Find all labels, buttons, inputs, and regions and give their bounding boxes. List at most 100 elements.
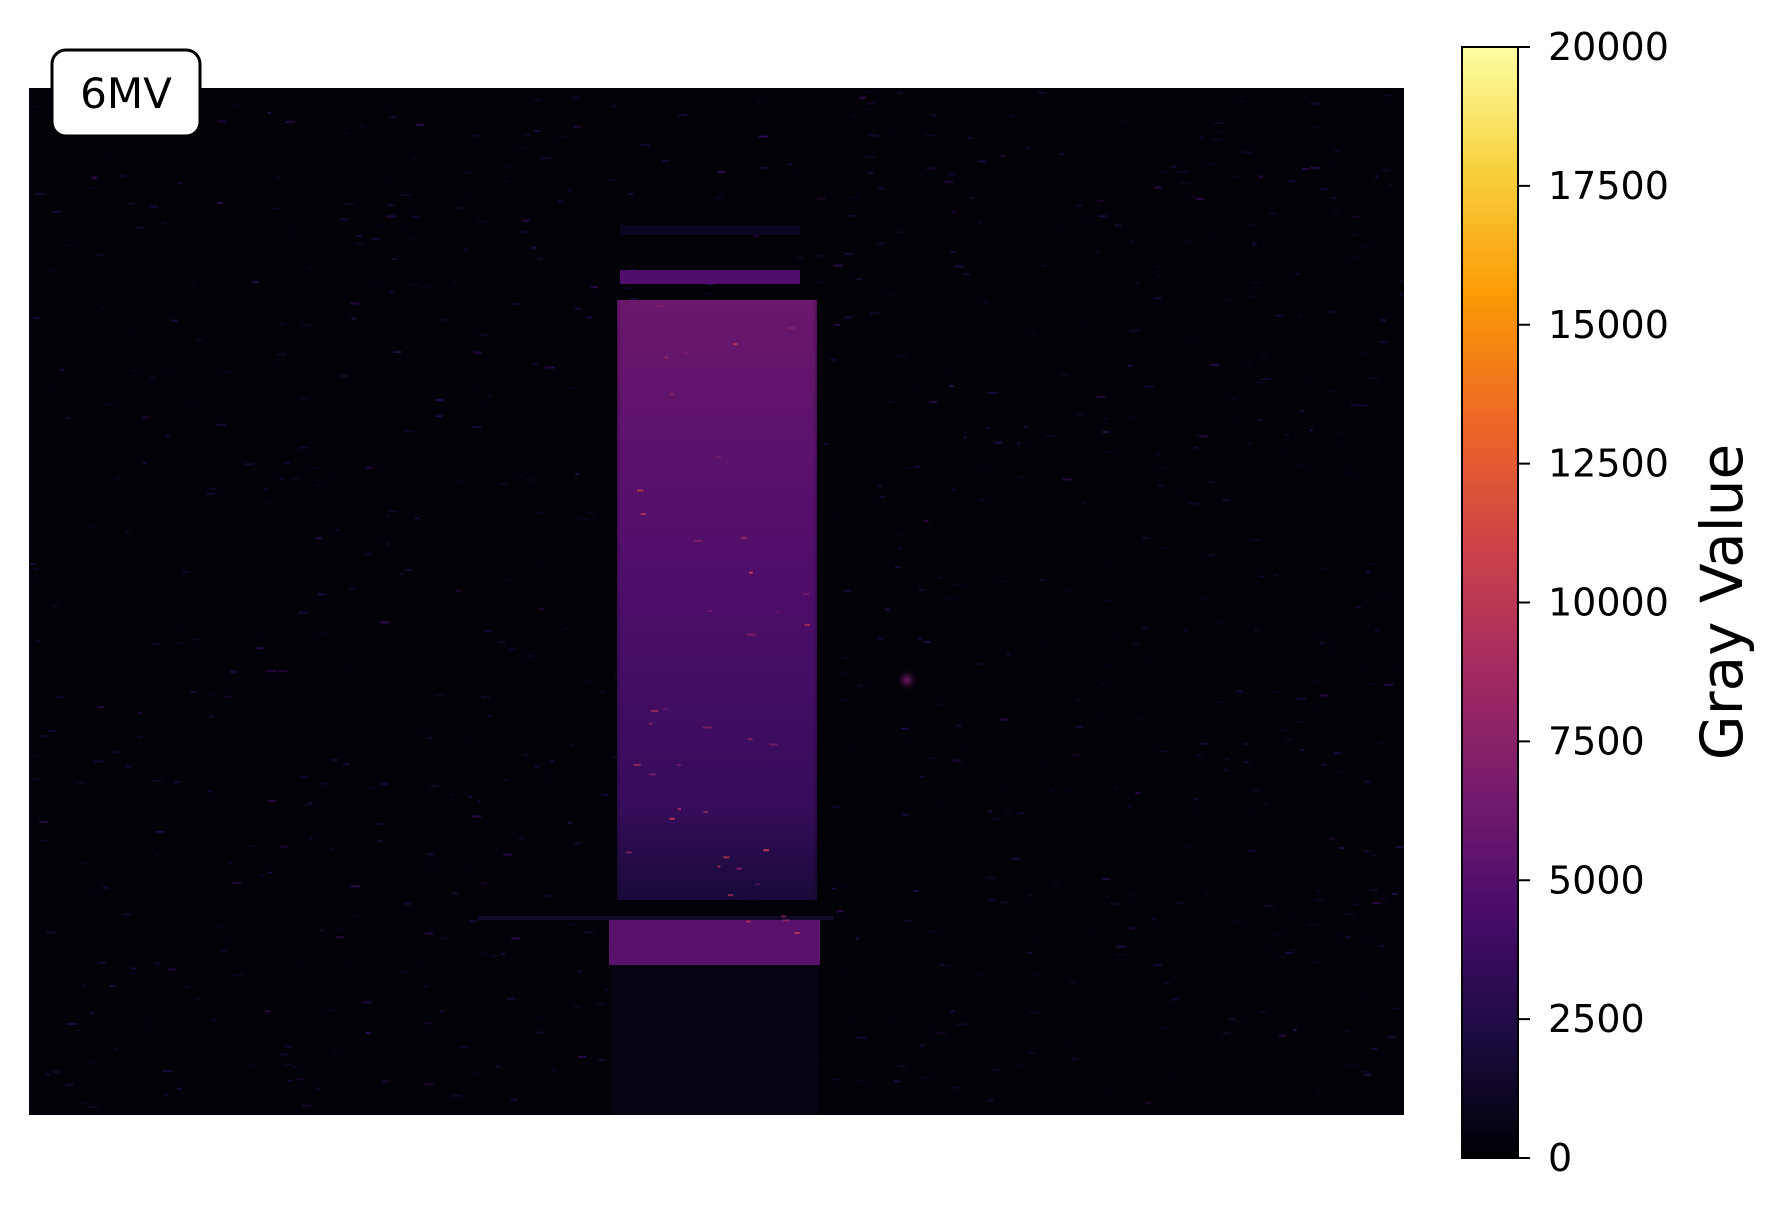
noise-speckle [797,257,803,259]
noise-speckle [1302,168,1309,170]
noise-speckle [1327,311,1335,313]
noise-speckle [567,189,571,191]
noise-speckle [466,197,473,199]
noise-speckle [526,479,533,481]
noise-speckle [1243,151,1252,153]
noise-speckle [77,782,86,784]
noise-speckle [982,302,986,304]
noise-speckle [469,796,472,798]
noise-speckle [1223,769,1228,771]
noise-speckle [1249,295,1253,297]
noise-speckle [963,437,967,439]
bright-speckle [634,764,641,766]
noise-speckle [1234,1021,1244,1023]
noise-speckle [760,167,769,169]
noise-speckle [388,105,393,107]
noise-speckle [232,882,242,884]
noise-speckle [273,208,280,210]
noise-speckle [273,359,279,361]
noise-speckle [629,193,634,195]
noise-speckle [481,883,487,885]
noise-speckle [539,608,545,610]
noise-speckle [818,198,826,200]
noise-speckle [836,516,839,518]
noise-speckle [1061,375,1069,377]
noise-speckle [191,281,195,283]
noise-speckle [1255,381,1265,383]
bright-speckle [649,773,657,775]
noise-speckle [1370,377,1378,379]
noise-speckle [265,1010,270,1012]
bright-speckle [746,921,750,923]
noise-speckle [1244,761,1250,763]
noise-speckle [1238,101,1243,103]
noise-speckle [74,637,78,639]
noise-speckle [1200,435,1209,437]
noise-speckle [940,964,946,966]
noise-speckle [1130,240,1135,242]
noise-speckle [1315,899,1324,901]
noise-speckle [206,493,215,495]
noise-speckle [190,691,197,693]
colorbar-tick-label: 2500 [1548,997,1645,1041]
noise-speckle [1030,974,1039,976]
noise-speckle [174,781,181,783]
noise-speckle [1145,386,1155,388]
noise-speckle [1262,356,1266,358]
colorbar-ticks: 02500500075001000012500150001750020000 [1518,25,1669,1180]
noise-speckle [1103,418,1108,420]
noise-speckle [540,561,547,563]
noise-speckle [1253,242,1258,244]
noise-speckle [375,225,383,227]
bright-speckle [728,894,733,896]
bright-speckle [655,305,663,307]
noise-speckle [852,115,858,117]
noise-speckle [981,468,987,470]
noise-speckle [568,924,575,926]
noise-speckle [577,970,581,972]
noise-speckle [1177,171,1181,173]
noise-speckle [363,1001,372,1003]
noise-speckle [1142,537,1150,539]
noise-speckle [988,810,992,812]
noise-speckle [85,1054,89,1056]
noise-speckle [1334,150,1341,152]
noise-speckle [877,242,885,244]
noise-speckle [1174,493,1182,495]
bright-speckle [769,744,777,746]
noise-speckle [222,371,232,373]
noise-speckle [904,920,913,922]
noise-speckle [1102,878,1111,880]
noise-speckle [1171,166,1177,168]
noise-speckle [454,280,458,282]
noise-speckle [868,172,875,174]
noise-speckle [1129,417,1135,419]
noise-speckle [1359,664,1363,666]
noise-speckle [401,194,411,196]
noise-speckle [33,755,38,757]
noise-speckle [818,255,825,257]
noise-speckle [335,529,339,531]
noise-speckle [382,639,386,641]
noise-speckle [1311,103,1320,105]
noise-speckle [575,473,579,475]
noise-speckle [132,370,139,372]
noise-speckle [952,211,956,213]
noise-speckle [929,930,939,932]
bright-speckle [741,537,747,539]
noise-speckle [920,776,924,778]
noise-speckle [820,281,823,283]
noise-speckle [895,535,899,537]
noise-speckle [969,197,973,199]
noise-speckle [602,794,609,796]
noise-speckle [32,575,38,577]
noise-speckle [1379,897,1387,899]
noise-speckle [381,783,388,785]
noise-speckle [218,120,226,122]
noise-speckle [390,290,394,292]
noise-speckle [1369,683,1376,685]
noise-speckle [376,823,384,825]
noise-speckle [541,157,551,159]
noise-speckle [177,1088,182,1090]
noise-speckle [1316,890,1320,892]
